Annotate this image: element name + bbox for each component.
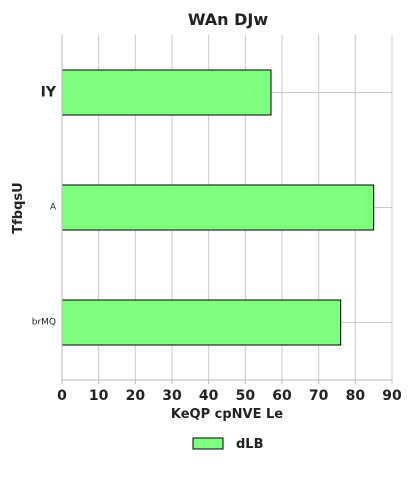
- x-tick-label: 30: [162, 388, 182, 404]
- y-tick-label: IY: [41, 85, 57, 101]
- bars: [61, 69, 375, 346]
- y-axis-label: TfbqsU: [11, 182, 26, 233]
- x-tick-label: 40: [199, 388, 219, 404]
- bar-brmq: [61, 299, 342, 346]
- x-tick-labels: 0 10 20 30 40 50 60 70 80 90: [57, 380, 402, 404]
- bar-iy: [61, 69, 272, 116]
- legend-swatch: [192, 437, 224, 450]
- x-tick-label: 70: [309, 388, 329, 404]
- x-tick-label: 20: [126, 388, 146, 404]
- x-tick-label: 60: [272, 388, 292, 404]
- y-tick-label: brMQ: [32, 318, 56, 328]
- chart-title: WAn DJw: [188, 10, 269, 29]
- x-tick-label: 80: [346, 388, 366, 404]
- plot-frame: [61, 35, 392, 381]
- x-tick-label: 90: [382, 388, 402, 404]
- legend-label: dLB: [236, 437, 264, 452]
- y-tick-label: A: [50, 203, 57, 213]
- x-tick-label: 0: [57, 388, 67, 404]
- bar-a: [61, 184, 375, 231]
- x-axis-label: KeQP cpNVE Le: [171, 407, 283, 422]
- x-tick-label: 10: [89, 388, 109, 404]
- legend: dLB: [192, 437, 264, 452]
- x-tick-label: 50: [236, 388, 256, 404]
